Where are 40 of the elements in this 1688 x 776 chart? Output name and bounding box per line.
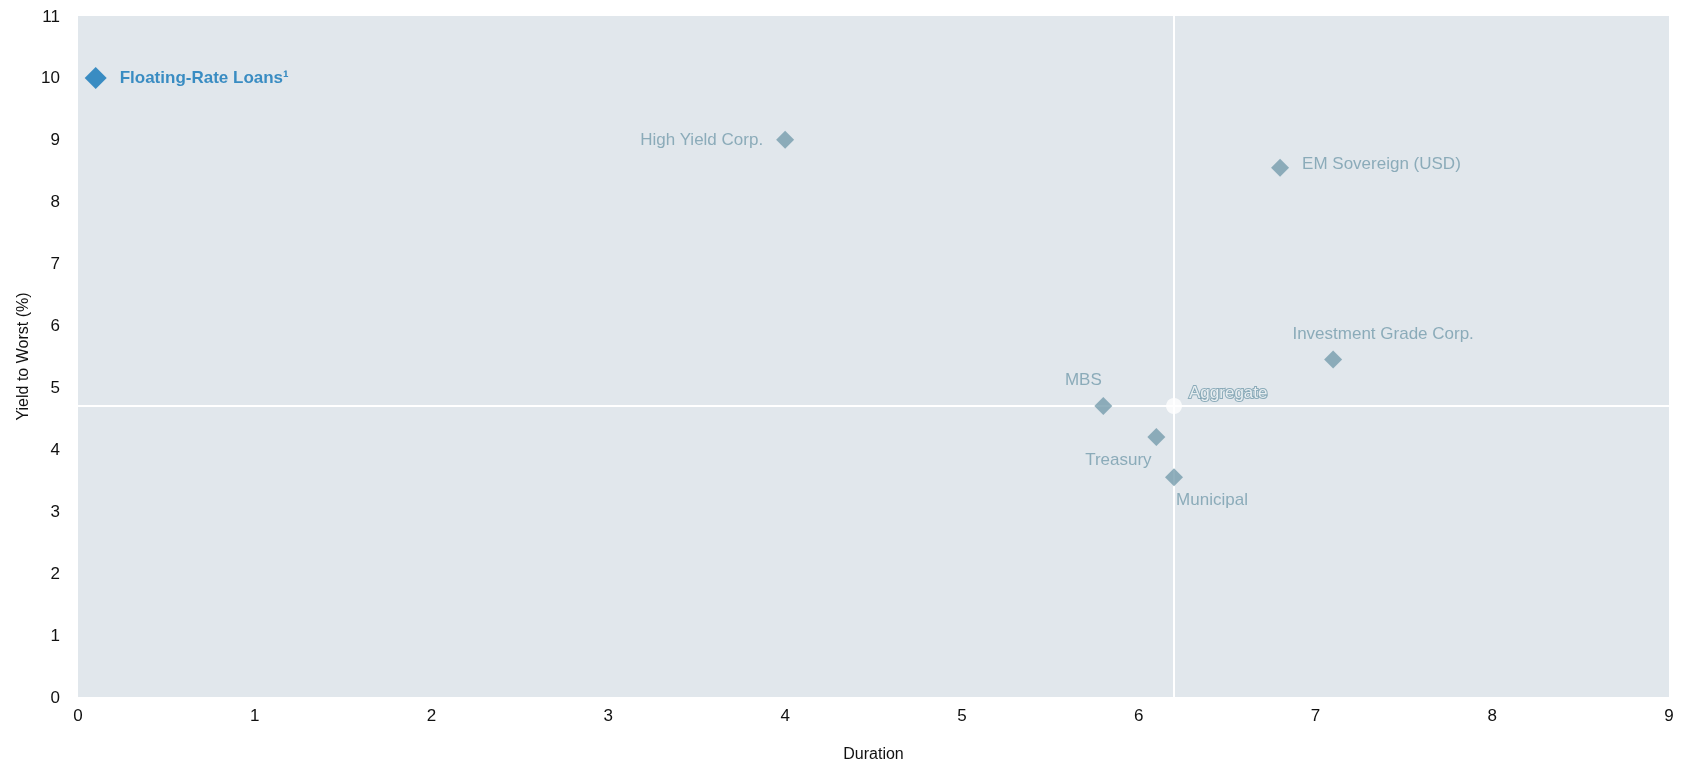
series-label: High Yield Corp. [640,130,764,150]
y-tick-label: 5 [50,377,60,397]
x-tick-label: 1 [250,706,260,725]
x-tick-label: 3 [603,706,614,725]
series-label: Aggregate [1189,382,1268,402]
x-tick-label: 2 [426,706,437,725]
x-tick-label: 6 [1133,706,1144,725]
x-tick-label: 9 [1664,706,1674,725]
point [1271,158,1290,177]
y-tick-label: 0 [50,687,60,707]
y-tick-label: 1 [50,625,60,645]
point [1165,468,1184,487]
point [1324,350,1343,369]
x-tick-label: 0 [73,706,83,725]
y-tick-label: 7 [50,254,60,274]
point [776,130,795,149]
y-tick-label: 8 [50,192,60,212]
x-axis-title: Duration [843,744,904,762]
x-tick-label: 4 [780,706,790,725]
series-label: Floating-Rate Loans¹ [119,68,290,88]
y-tick-label: 9 [50,130,60,150]
y-tick-label: 6 [50,316,60,336]
series-label: MBS [1064,370,1102,390]
y-tick-label: 2 [50,563,60,583]
point [1147,427,1166,446]
point [1166,398,1183,415]
x-tick-label: 5 [957,706,967,725]
y-tick-label: 11 [42,6,60,26]
point [1094,397,1113,416]
series-label: EM Sovereign (USD) [1302,154,1461,174]
text: Investment Grade Corp. [1292,323,1474,343]
point [84,66,107,89]
y-axis-title: Yield to Worst (%) [13,292,31,421]
y-tick-label: 10 [41,68,60,88]
x-tick-label: 7 [1310,706,1321,725]
y-tick-label: 4 [50,439,60,459]
series-label: Treasury [1085,449,1153,469]
series-label: Municipal [1176,490,1248,510]
y-tick-label: 3 [50,501,60,521]
x-tick-label: 8 [1487,706,1497,725]
